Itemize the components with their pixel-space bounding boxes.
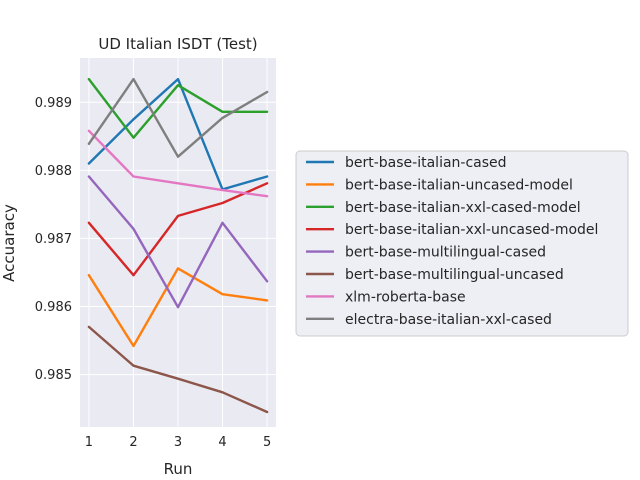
legend-label: bert-base-multilingual-cased (345, 245, 546, 261)
legend-items: bert-base-italian-cased bert-base-italian… (306, 155, 598, 328)
legend-label: bert-base-multilingual-uncased (345, 267, 564, 283)
series-line (87, 77, 269, 139)
chart-title: UD Italian ISDT (Test) (98, 35, 257, 53)
x-tick-label: 1 (85, 435, 93, 450)
legend-box (295, 150, 629, 337)
series-line (87, 77, 269, 158)
series-line (87, 129, 269, 198)
x-tick-label: 3 (174, 435, 182, 450)
legend-label: bert-base-italian-xxl-cased-model (345, 200, 581, 216)
series-line (87, 267, 269, 348)
legend-label: bert-base-italian-xxl-uncased-model (345, 222, 598, 238)
series-line (87, 325, 269, 414)
x-tick-label: 2 (129, 435, 137, 450)
x-tick-label: 5 (263, 435, 271, 450)
y-ticks: 0.985 0.986 0.987 0.988 0.989 (35, 96, 72, 383)
y-tick-label: 0.989 (35, 96, 72, 111)
legend-label: bert-base-italian-uncased-model (345, 177, 573, 193)
series-line (87, 182, 269, 277)
legend: bert-base-italian-cased bert-base-italian… (295, 150, 629, 337)
series-line (87, 175, 269, 309)
series-lines (87, 77, 269, 414)
series-line (87, 77, 269, 191)
x-ticks: 1 2 3 4 5 (85, 435, 271, 450)
x-tick-label: 4 (218, 435, 226, 450)
y-tick-label: 0.988 (35, 164, 72, 179)
legend-label: bert-base-italian-cased (345, 155, 507, 171)
grid (80, 58, 276, 427)
y-tick-label: 0.986 (35, 300, 72, 315)
x-axis-label: Run (164, 460, 193, 478)
legend-label: xlm-roberta-base (345, 289, 466, 305)
y-axis-label: Accuaracy (0, 204, 18, 282)
legend-label: electra-base-italian-xxl-cased (345, 312, 552, 328)
y-tick-label: 0.987 (35, 232, 72, 247)
y-tick-label: 0.985 (35, 368, 72, 383)
